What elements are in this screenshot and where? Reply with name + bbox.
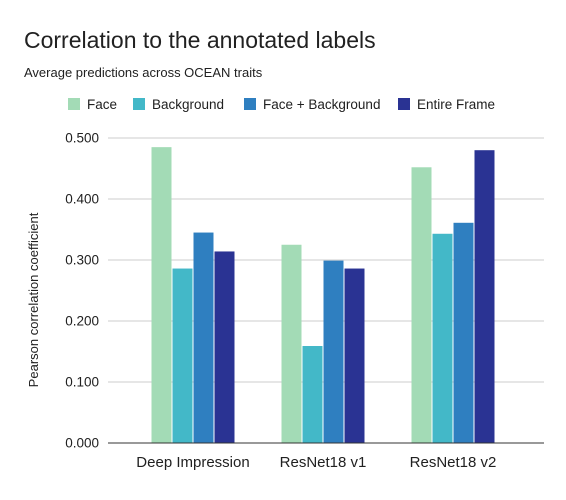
legend-label: Face: [87, 97, 117, 112]
chart-title: Correlation to the annotated labels: [24, 27, 376, 53]
legend-item[interactable]: Face: [68, 97, 117, 112]
bar-face-background-resnet18-v2: [453, 222, 474, 443]
legend-swatch: [244, 98, 256, 110]
bar-face-background-deep-impression: [193, 232, 214, 443]
bar-face-background-resnet18-v1: [323, 260, 344, 443]
bar-face-deep-impression: [151, 147, 172, 443]
bar-entire-frame-resnet18-v2: [474, 150, 495, 443]
bar-background-resnet18-v2: [432, 233, 453, 443]
bar-entire-frame-resnet18-v1: [344, 268, 365, 443]
bar-entire-frame-deep-impression: [214, 251, 235, 443]
legend-swatch: [68, 98, 80, 110]
legend-swatch: [398, 98, 410, 110]
y-tick-label: 0.000: [65, 436, 99, 451]
legend-label: Background: [152, 97, 224, 112]
bars: [151, 147, 495, 443]
bar-background-deep-impression: [172, 268, 193, 443]
bar-face-resnet18-v2: [411, 167, 432, 443]
legend-label: Entire Frame: [417, 97, 495, 112]
legend-label: Face + Background: [263, 97, 380, 112]
chart-subtitle: Average predictions across OCEAN traits: [24, 65, 263, 80]
legend-item[interactable]: Background: [133, 97, 224, 112]
axes: 0.000 0.100 0.200 0.300 0.400 0.500 Deep Impre…: [65, 131, 544, 471]
bar-face-resnet18-v1: [281, 244, 302, 443]
y-tick-label: 0.100: [65, 375, 99, 390]
y-axis-label: Pearson correlation coefficient: [26, 212, 41, 387]
legend-item[interactable]: Entire Frame: [398, 97, 495, 112]
y-tick-label: 0.500: [65, 131, 99, 146]
legend-item[interactable]: Face + Background: [244, 97, 380, 112]
y-tick-label: 0.300: [65, 253, 99, 268]
bar-background-resnet18-v1: [302, 346, 323, 443]
legend-swatch: [133, 98, 145, 110]
x-tick-label: ResNet18 v2: [410, 454, 497, 471]
x-tick-label: Deep Impression: [136, 454, 249, 471]
legend: Face Background Face + Background Entire Fr…: [68, 97, 495, 112]
y-tick-label: 0.400: [65, 192, 99, 207]
y-tick-label: 0.200: [65, 314, 99, 329]
x-tick-label: ResNet18 v1: [280, 454, 367, 471]
